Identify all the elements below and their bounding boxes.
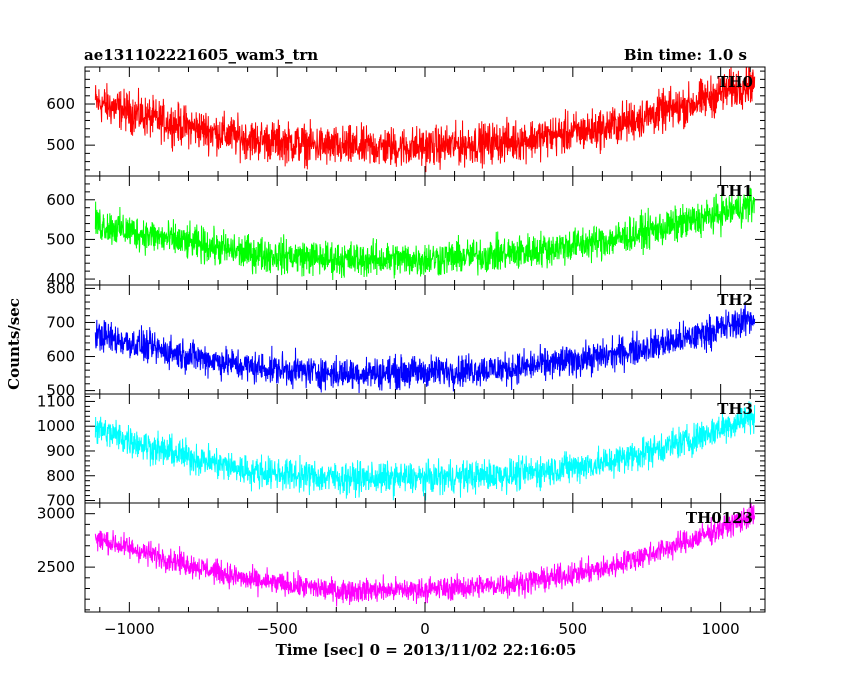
series-line-th0123 <box>94 503 756 607</box>
y-tick-label: 1100 <box>37 392 75 410</box>
panel-th0: 500 600 TH0 <box>46 66 766 177</box>
y-tick-label: 800 <box>46 467 75 485</box>
panel-label-th2: TH2 <box>717 291 753 309</box>
y-tick-label: 500 <box>46 230 75 248</box>
x-tick-label: 0 <box>420 620 430 638</box>
panel-label-th0123: TH0123 <box>686 509 753 527</box>
panel-label-th0: TH0 <box>717 73 753 91</box>
y-tick-label: 900 <box>46 442 75 460</box>
panel-th2: 500 600 700 800 TH2 <box>46 279 766 400</box>
y-tick-label: 500 <box>46 136 75 154</box>
x-tick-label: −500 <box>257 620 298 638</box>
x-tick-label: 500 <box>559 620 588 638</box>
y-tick-label: 600 <box>46 95 75 113</box>
series-line-th1 <box>94 187 756 280</box>
y-tick-label: 400 <box>46 270 75 288</box>
panel-th0123: 2500 3000 TH0123 <box>37 502 766 613</box>
panel-label-th1: TH1 <box>717 182 753 200</box>
y-tick-label: 800 <box>46 279 75 297</box>
series-line-th2 <box>94 301 756 393</box>
x-tick-label: 1000 <box>702 620 740 638</box>
panel-th3: 700 800 900 1000 1100 TH3 <box>37 392 766 510</box>
y-axis-label: Counts/sec <box>5 298 23 390</box>
y-tick-label: 600 <box>46 191 75 209</box>
series-line-th3 <box>94 401 756 501</box>
header-right-title: Bin time: 1.0 s <box>624 46 747 64</box>
x-axis-label: Time [sec] 0 = 2013/11/02 22:16:05 <box>276 641 577 659</box>
y-tick-label: 2500 <box>37 558 75 576</box>
series-line-th0 <box>94 67 756 173</box>
x-tick-label: −1000 <box>104 620 155 638</box>
y-tick-label: 700 <box>46 313 75 331</box>
panels-group: 500 600 TH0 400 500 600 TH1 500 600 700 800 TH2 700 8… <box>37 66 766 638</box>
header-left-title: ae131102221605_wam3_trn <box>84 46 318 64</box>
y-tick-label: 1000 <box>37 417 75 435</box>
panel-label-th3: TH3 <box>717 400 753 418</box>
panel-th1: 400 500 600 TH1 <box>46 175 766 288</box>
y-tick-label: 700 <box>46 492 75 510</box>
y-tick-label: 3000 <box>37 505 75 523</box>
y-tick-label: 500 <box>46 382 75 400</box>
y-tick-label: 600 <box>46 348 75 366</box>
